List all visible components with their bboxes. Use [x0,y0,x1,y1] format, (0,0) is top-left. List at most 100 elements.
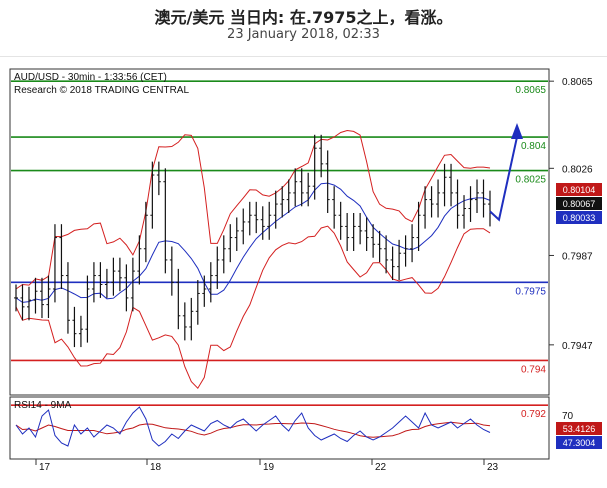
price-bar [462,195,467,229]
rsi-tag-bg-0 [556,422,602,435]
price-bar [475,179,480,214]
chart-info-line2: Research © 2018 TRADING CENTRAL [14,85,189,96]
price-bar [436,179,441,218]
price-bar [371,224,376,258]
y-tick-label-3: 0.7947 [562,341,593,352]
x-tick-label-4: 23 [487,462,499,473]
price-bar [384,235,389,274]
price-bar [143,201,148,263]
rsi-tag-label-1: 47.3004 [563,438,596,448]
price-tag-bg-2 [556,211,602,224]
price-bar [59,224,64,289]
price-bar [65,262,70,334]
level-label-3: 0.7975 [515,286,546,297]
y-axis-ticks: 0.8065 0.8026 0.7987 0.7947 [549,77,593,352]
price-bar [423,186,428,229]
x-tick-label-3: 22 [375,462,387,473]
price-bar [234,217,239,251]
price-bar [332,186,337,229]
y-tick-label-1: 0.8026 [562,164,593,175]
bollinger-bands [15,129,491,390]
price-bar [397,239,402,281]
price-bar [390,246,395,281]
price-bar [260,206,265,240]
price-bar [20,284,25,321]
price-bar [481,179,486,218]
price-tags: 0.80104 0.80067 0.80033 53.4126 47.3004 [556,183,602,449]
projection-path [489,136,518,222]
price-bar [293,168,298,207]
page-title: 澳元/美元 当日内: 在.7975之上，看涨。 [154,8,453,27]
price-bar [195,280,200,325]
price-bar [104,268,109,298]
main-panel [9,68,550,396]
price-bar [241,208,246,245]
price-bar [46,275,51,319]
price-bar [182,302,187,341]
price-bar [150,161,155,229]
price-bar [455,179,460,229]
header-divider [0,56,607,57]
price-bar [98,262,103,298]
x-tick-label-1: 18 [150,462,162,473]
rsi-tick-label: 70 [562,411,574,422]
x-tick-label-0: 17 [39,462,51,473]
price-bar [442,163,447,207]
x-tick-label-2: 19 [263,462,275,473]
band-upper [15,129,491,290]
price-bar [215,246,220,289]
price-bar [169,246,174,296]
rsi-tag-bg-1 [556,436,602,449]
price-tag-bg-1 [556,197,602,210]
price-bar [14,284,18,312]
price-bar [319,134,324,178]
price-tag-bg-0 [556,183,602,196]
projection-arrowhead [511,123,523,140]
price-bar [137,235,142,285]
price-bar [176,268,181,330]
y-tick-label-2: 0.7987 [562,251,593,262]
price-bar [91,262,96,303]
level-label-4: 0.794 [521,364,546,375]
price-bar [124,264,129,312]
price-bar [429,186,434,218]
price-bar [156,161,161,196]
price-bar [130,257,135,312]
price-bar [111,257,116,296]
page-subtitle: 23 January 2018, 02:33 [227,27,380,42]
price-bar [228,224,233,263]
price-bar [449,163,454,207]
price-bar [351,213,356,251]
price-tag-label-2: 0.80033 [563,213,596,223]
price-bar [189,297,194,341]
price-bar [345,213,350,251]
level-label-2: 0.8025 [515,175,546,186]
price-bar [280,186,285,218]
price-bar [52,224,57,303]
price-bar [208,262,213,303]
price-bar [273,190,278,229]
rsi-lines [15,406,491,447]
price-bar [221,235,226,274]
level-label-5: 0.792 [521,409,546,420]
price-bar [39,277,44,319]
price-bar [312,134,317,200]
price-bar [33,277,38,314]
rsi-tag-label-0: 53.4126 [563,424,596,434]
price-bar [163,168,168,274]
price-bar [403,235,408,267]
price-tag-label-0: 0.80104 [563,185,596,195]
rsi-ma-line [15,421,491,438]
price-bar [117,257,122,292]
price-bar [338,201,343,240]
x-axis-ticks: 17 18 19 22 23 [35,459,499,473]
y-tick-label-0: 0.8065 [562,77,593,88]
price-bar [358,213,363,245]
level-label-0: 0.8065 [515,85,546,96]
band-lower [15,225,491,390]
price-tag-label-1: 0.80067 [563,199,596,209]
price-bar [247,201,252,236]
price-bar [286,179,291,214]
price-bar [364,217,369,251]
